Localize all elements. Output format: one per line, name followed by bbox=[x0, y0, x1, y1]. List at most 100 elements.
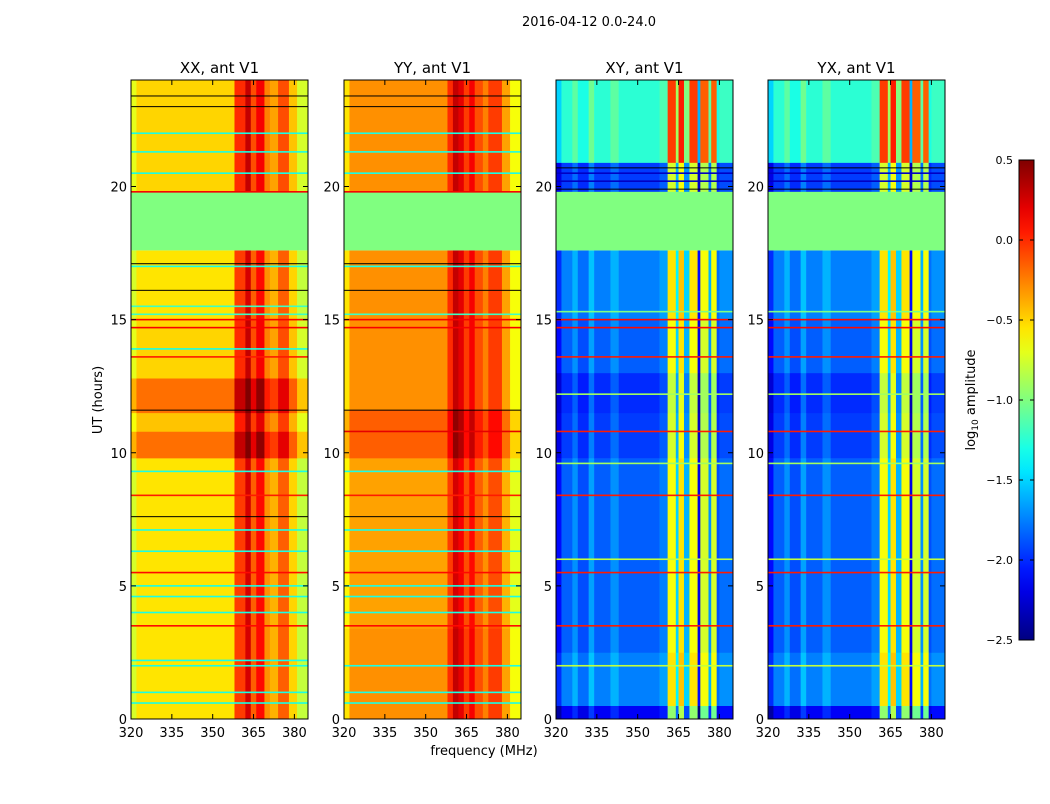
heatmap-cell bbox=[711, 412, 717, 459]
heatmap-cell bbox=[482, 628, 489, 720]
heatmap-cell bbox=[773, 458, 785, 653]
heatmap-cell bbox=[931, 458, 946, 653]
blank-time-line bbox=[131, 289, 308, 291]
heatmap-cell bbox=[700, 250, 709, 320]
heatmap-cell bbox=[890, 319, 897, 374]
heatmap-cell bbox=[923, 652, 929, 706]
flagged-region bbox=[131, 191, 308, 251]
heatmap-cell bbox=[700, 162, 709, 193]
heatmap-cell bbox=[683, 458, 690, 653]
heatmap-cell bbox=[931, 372, 946, 414]
time-line-mark bbox=[131, 356, 308, 358]
heatmap-cell bbox=[667, 458, 677, 653]
heatmap-cell bbox=[716, 458, 720, 653]
heatmap-cell bbox=[561, 319, 573, 374]
heatmap-cell bbox=[887, 250, 891, 320]
heatmap-cell bbox=[572, 162, 579, 193]
heatmap-cell bbox=[928, 372, 932, 414]
heatmap-cell bbox=[784, 652, 791, 706]
heatmap-cell bbox=[920, 319, 924, 374]
time-line-mark bbox=[344, 529, 521, 531]
heatmap-cell bbox=[594, 319, 611, 374]
x-tick-label: 380 bbox=[495, 726, 520, 741]
time-line-mark bbox=[344, 132, 521, 135]
heatmap-cell bbox=[768, 458, 774, 653]
x-tick-label: 320 bbox=[544, 726, 569, 741]
heatmap-cell bbox=[588, 319, 595, 374]
heatmap-cell bbox=[871, 319, 880, 374]
heatmap-cell bbox=[136, 431, 235, 459]
heatmap-cell bbox=[278, 458, 290, 720]
x-tick-label: 365 bbox=[454, 726, 479, 741]
heatmap-cell bbox=[594, 458, 611, 653]
heatmap-cell bbox=[344, 319, 350, 411]
y-tick-label: 20 bbox=[110, 181, 127, 196]
heatmap-cell bbox=[887, 458, 891, 653]
heatmap-cell bbox=[711, 458, 717, 653]
heatmap-cell bbox=[488, 250, 503, 320]
heatmap-cell bbox=[463, 458, 470, 629]
heatmap-cell bbox=[912, 250, 921, 320]
time-line-mark bbox=[344, 595, 521, 598]
heatmap-cell bbox=[594, 705, 611, 720]
heatmap-cell bbox=[784, 372, 791, 414]
heatmap-cell bbox=[923, 319, 929, 374]
heatmap-cell bbox=[928, 80, 932, 163]
heatmap-cell bbox=[344, 250, 350, 320]
heatmap-cell bbox=[697, 412, 701, 459]
heatmap-cell bbox=[131, 458, 137, 720]
heatmap-cell bbox=[264, 458, 271, 720]
heatmap-cell bbox=[488, 410, 503, 459]
heatmap-cell bbox=[879, 652, 889, 706]
heatmap-cell bbox=[659, 705, 668, 720]
axes-frame bbox=[343, 79, 522, 720]
heatmap-cell bbox=[920, 652, 924, 706]
heatmap-cell bbox=[773, 652, 785, 706]
heatmap-cell bbox=[909, 319, 913, 374]
heatmap-cell bbox=[806, 705, 823, 720]
heatmap-cell bbox=[659, 250, 668, 320]
heatmap-cell bbox=[822, 319, 831, 374]
heatmap-cell bbox=[234, 431, 246, 459]
heatmap-cell bbox=[912, 458, 921, 653]
heatmap-cell bbox=[458, 410, 465, 459]
x-tick-label: 350 bbox=[413, 726, 438, 741]
heatmap-cell bbox=[458, 250, 465, 320]
heatmap-cell bbox=[784, 162, 791, 193]
heatmap-cell bbox=[588, 458, 595, 653]
heatmap-cell bbox=[895, 705, 902, 720]
heatmap-cell bbox=[447, 250, 454, 320]
x-tick-label: 350 bbox=[625, 726, 650, 741]
heatmap-cell bbox=[716, 80, 720, 163]
heatmap-cell bbox=[773, 705, 785, 720]
heatmap-cell bbox=[806, 250, 823, 320]
heatmap-cell bbox=[474, 628, 484, 720]
x-tick-label: 350 bbox=[200, 726, 225, 741]
heatmap-cell bbox=[806, 652, 823, 706]
heatmap-cell bbox=[800, 705, 807, 720]
heatmap-cell bbox=[719, 319, 734, 374]
heatmap-cell bbox=[234, 80, 246, 193]
heatmap-cell bbox=[297, 412, 309, 432]
heatmap-cell bbox=[871, 162, 880, 193]
heatmap-cell bbox=[719, 412, 734, 459]
time-line-mark bbox=[344, 313, 521, 316]
heatmap-cell bbox=[871, 705, 880, 720]
blank-time-line bbox=[556, 167, 733, 169]
blank-time-line bbox=[131, 516, 308, 518]
heatmap-cell bbox=[768, 652, 774, 706]
heatmap-cell bbox=[278, 431, 290, 459]
x-tick-label: 380 bbox=[919, 726, 944, 741]
colorbar-tick-label: −1.0 bbox=[986, 394, 1013, 407]
heatmap-cell bbox=[700, 372, 709, 414]
heatmap-cell bbox=[768, 412, 774, 459]
heatmap-cell bbox=[572, 319, 579, 374]
heatmap-cell bbox=[928, 162, 932, 193]
time-line-mark bbox=[344, 326, 521, 329]
y-tick-label: 15 bbox=[110, 314, 127, 329]
heatmap-cell bbox=[474, 250, 484, 320]
heatmap-cell bbox=[288, 378, 298, 414]
time-line-mark bbox=[344, 470, 521, 473]
heatmap-cell bbox=[269, 412, 279, 432]
heatmap-cell bbox=[678, 162, 685, 193]
